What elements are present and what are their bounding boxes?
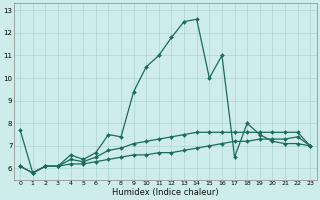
X-axis label: Humidex (Indice chaleur): Humidex (Indice chaleur): [112, 188, 219, 197]
